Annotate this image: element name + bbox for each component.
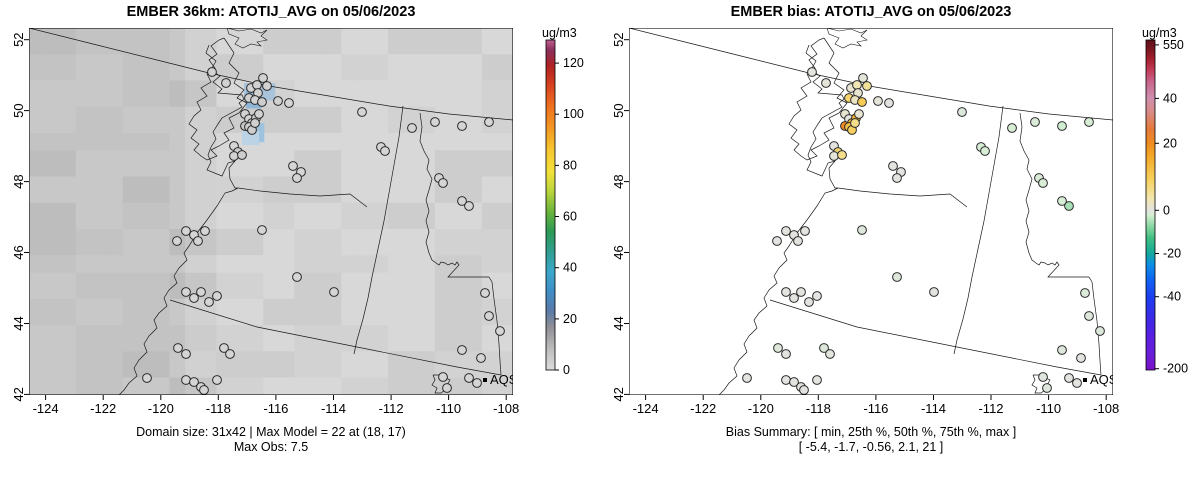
svg-text:0: 0 xyxy=(1163,203,1170,217)
svg-text:-20: -20 xyxy=(1163,247,1181,261)
svg-text:EMBER 36km: ATOTIJ_AVG on 05/0: EMBER 36km: ATOTIJ_AVG on 05/06/2023 xyxy=(127,4,416,20)
svg-text:-110: -110 xyxy=(436,401,461,416)
svg-text:-116: -116 xyxy=(263,401,288,416)
svg-text:50: 50 xyxy=(611,103,626,117)
svg-text:80: 80 xyxy=(563,158,577,172)
svg-text:44: 44 xyxy=(11,316,26,330)
svg-text:48: 48 xyxy=(611,174,626,188)
svg-text:20: 20 xyxy=(563,312,577,326)
svg-text:44: 44 xyxy=(611,316,626,330)
svg-text:52: 52 xyxy=(11,32,26,46)
svg-text:40: 40 xyxy=(563,261,577,275)
svg-text:42: 42 xyxy=(611,387,626,401)
svg-text:52: 52 xyxy=(611,32,626,46)
svg-text:-120: -120 xyxy=(148,401,174,416)
svg-text:-116: -116 xyxy=(863,401,888,416)
svg-text:20: 20 xyxy=(1163,136,1177,150)
svg-text:-124: -124 xyxy=(33,401,59,416)
svg-text:550: 550 xyxy=(1163,38,1184,52)
svg-text:-118: -118 xyxy=(806,401,831,416)
svg-text:46: 46 xyxy=(11,245,26,259)
svg-text:42: 42 xyxy=(11,387,26,401)
svg-text:-200: -200 xyxy=(1163,362,1188,376)
svg-text:40: 40 xyxy=(1163,91,1177,105)
svg-text:-122: -122 xyxy=(90,401,116,416)
svg-text:-114: -114 xyxy=(921,401,946,416)
svg-text:[ -5.4, -1.7, -0.56, 2.1,: [ -5.4, -1.7, -0.56, 2.1, 21 ] xyxy=(799,440,944,454)
svg-text:-40: -40 xyxy=(1163,290,1181,304)
svg-text:-122: -122 xyxy=(690,401,716,416)
svg-text:120: 120 xyxy=(563,56,584,70)
svg-text:-112: -112 xyxy=(978,401,1003,416)
svg-text:-108: -108 xyxy=(493,401,519,416)
svg-text:0: 0 xyxy=(563,363,570,377)
svg-text:Max Obs: 7.5: Max Obs: 7.5 xyxy=(234,440,308,454)
svg-text:EMBER bias: ATOTIJ_AVG on 05/0: EMBER bias: ATOTIJ_AVG on 05/06/2023 xyxy=(731,4,1012,20)
svg-text:-120: -120 xyxy=(748,401,774,416)
svg-text:Domain size: 31x42 | Max Model: Domain size: 31x42 | Max Model = 22 at (… xyxy=(136,425,406,439)
svg-text:-112: -112 xyxy=(379,401,404,416)
svg-text:-110: -110 xyxy=(1036,401,1061,416)
svg-text:48: 48 xyxy=(11,174,26,188)
svg-text:-118: -118 xyxy=(206,401,231,416)
svg-text:60: 60 xyxy=(563,210,577,224)
svg-text:46: 46 xyxy=(611,245,626,259)
svg-text:Bias Summary: [ min, 25th %, 5: Bias Summary: [ min, 25th %, 50th %, 75t… xyxy=(726,425,1016,439)
svg-text:-114: -114 xyxy=(321,401,346,416)
svg-text:ug/m3: ug/m3 xyxy=(542,26,577,40)
svg-text:-124: -124 xyxy=(633,401,659,416)
svg-text:100: 100 xyxy=(563,107,584,121)
svg-text:-108: -108 xyxy=(1093,401,1119,416)
svg-text:50: 50 xyxy=(11,103,26,117)
